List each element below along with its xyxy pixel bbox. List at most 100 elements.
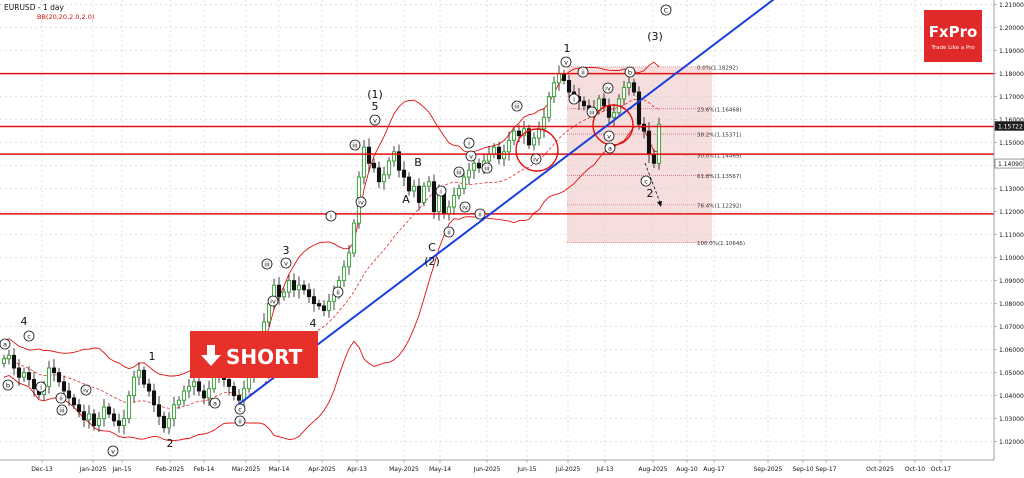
wave-label-roman: ii (59, 394, 63, 402)
price-axis-label: 1.15000 (999, 140, 1024, 147)
candle-body (246, 376, 252, 390)
time-axis-label: May-14 (429, 466, 451, 473)
price-axis-label: 1.20000 (999, 25, 1024, 32)
wave-label-roman: v (111, 447, 115, 455)
price-axis-label: 1.16000 (999, 117, 1024, 124)
candle-body (541, 116, 547, 130)
time-axis-label: Apr-13 (347, 466, 367, 473)
wave-label-circle (261, 258, 273, 270)
wave-label-circle (325, 210, 337, 222)
wave-label-roman: iv (605, 84, 611, 92)
candle-body (631, 82, 637, 93)
wave-label-circle (465, 150, 477, 162)
candle-body (226, 379, 232, 387)
candle-body (181, 390, 187, 401)
candle-body (581, 100, 587, 107)
time-axis-label: Mar-14 (269, 466, 290, 473)
wave-label-circle (267, 295, 279, 307)
price-axis-label: 1.03000 (999, 416, 1024, 423)
time-axis-label: Jul-13 (595, 466, 613, 473)
candle-body (321, 305, 327, 311)
price-axis-label: 1.09000 (999, 278, 1024, 285)
price-axis-label: 1.13000 (999, 186, 1024, 193)
wave-label-roman: i (40, 383, 42, 391)
candle-body (276, 284, 282, 298)
candle-body (76, 404, 82, 413)
candle-body (326, 300, 332, 311)
candle-body (651, 153, 657, 164)
candle-body (536, 128, 542, 139)
time-axis-label: Jan-15 (111, 466, 131, 473)
candle-body (281, 291, 287, 298)
time-axis-label: Feb-2025 (156, 466, 184, 473)
wave-label-circle (530, 153, 542, 165)
candle-body (286, 280, 292, 293)
candle-body (361, 146, 367, 178)
wave-label-circle (234, 403, 246, 415)
candle-body (366, 146, 372, 164)
candle-body (506, 139, 512, 153)
wave-label-circle (35, 381, 47, 393)
wave-label: 2 (647, 187, 654, 200)
wave-label-roman: ii (336, 288, 340, 296)
candle-body (26, 372, 32, 380)
short-badge-label: SHORT (226, 345, 303, 369)
wave-label-roman: ii (238, 417, 242, 425)
candle-body (131, 376, 137, 397)
wave-label-circle (603, 130, 615, 142)
wave-label: (2) (424, 255, 440, 268)
projection-arrowhead (657, 201, 662, 207)
price-axis-label: 1.12000 (999, 209, 1024, 216)
wave-label-circle (355, 196, 367, 208)
wave-label-circle (459, 201, 471, 213)
price-tag-box (994, 121, 1024, 131)
bollinger-lower (3, 125, 660, 442)
wave-label-roman: a (608, 144, 612, 152)
candle-body (341, 266, 347, 282)
time-axis-label: Sep-2025 (754, 466, 783, 473)
wave-label-circle (660, 4, 672, 16)
wave-label: 2 (167, 437, 174, 450)
wave-label-circle (604, 142, 616, 154)
wave-label-roman: v (373, 116, 377, 124)
candle-body (346, 252, 352, 268)
candle-body (136, 369, 142, 378)
candle-body (86, 413, 92, 421)
candle-body (21, 372, 27, 378)
wave-label-roman: c (238, 405, 242, 413)
candle-body (201, 390, 207, 399)
candle-body (51, 367, 57, 374)
wave-label-roman: i (468, 139, 470, 147)
wave-label-roman: b (628, 68, 632, 76)
wave-label-roman: a (3, 340, 7, 348)
price-axis-label: 1.05000 (999, 370, 1024, 377)
candle-body (186, 385, 192, 392)
candle-body (106, 406, 112, 415)
candle-body (156, 404, 162, 417)
candle-body (551, 82, 557, 98)
price-axis-label: 1.08000 (999, 301, 1024, 308)
candle-body (401, 169, 407, 178)
wave-label-roman: ii (581, 68, 585, 76)
candle-body (11, 354, 17, 369)
wave-label-roman: iii (514, 102, 520, 110)
wave-label-circle (107, 445, 119, 457)
price-axis-label: 1.10000 (999, 255, 1024, 262)
candle-body (231, 385, 237, 397)
wave-label-roman: iii (264, 260, 270, 268)
candle-body (6, 354, 12, 360)
wave-label-roman: v (607, 132, 611, 140)
candle-body (296, 284, 302, 291)
wave-label-circle (474, 208, 486, 220)
wave-label-circle (23, 330, 35, 342)
candle-body (171, 404, 177, 420)
price-axis-label: 1.17000 (999, 94, 1024, 101)
wave-label-circle (280, 257, 292, 269)
wave-label-roman: iv (533, 155, 539, 163)
fib-level-label: 38.2%(1.15371) (697, 133, 742, 139)
wave-label: (1) (367, 88, 383, 101)
wave-label-roman: ii (447, 228, 451, 236)
time-axis-label: Oct-2025 (866, 466, 894, 473)
fxpro-logo-tagline: Trade Like a Pro (930, 45, 975, 51)
